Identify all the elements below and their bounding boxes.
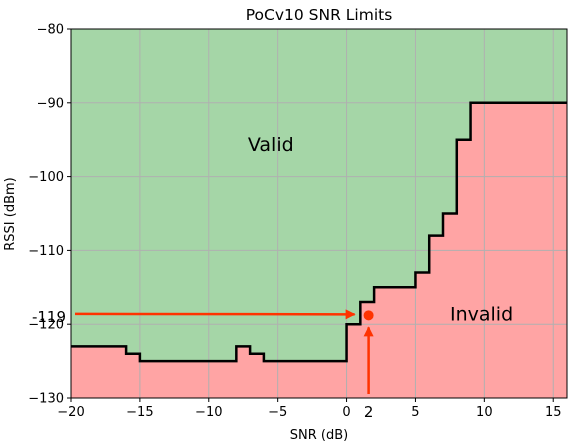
x-tick-label-4: 0 — [342, 405, 350, 420]
y-tick-label-2: −110 — [28, 244, 64, 259]
measurement-point — [363, 310, 374, 321]
boundary-step-line — [71, 101, 567, 363]
x-tick-label-3: −5 — [268, 405, 287, 420]
rssi-annotation-label: -119 — [32, 308, 66, 326]
x-axis-label: SNR (dB) — [290, 428, 348, 443]
y-tick-label-4: −90 — [37, 96, 64, 111]
x-tick-label-0: −20 — [57, 405, 84, 420]
chart-title: PoCv10 SNR Limits — [246, 6, 393, 24]
valid-region-label: Valid — [248, 134, 294, 156]
y-tick-label-1: −120 — [28, 318, 64, 333]
y-tick-label-5: −80 — [37, 23, 64, 38]
valid-region — [71, 29, 567, 362]
axes-frame — [70, 28, 568, 399]
plot-area — [71, 29, 567, 398]
invalid-region-label: Invalid — [450, 304, 513, 326]
x-tick-label-7: 15 — [545, 405, 562, 420]
x-tick-label-2: −10 — [195, 405, 222, 420]
y-axis-label: RSSI (dBm) — [3, 177, 18, 250]
y-axis-ticks: −130 −120 −110 −100 −90 −80 — [28, 23, 71, 407]
y-tick-label-3: −100 — [28, 170, 64, 185]
snr-annotation-label: 2 — [364, 403, 374, 421]
x-axis-ticks: −20 −15 −10 −5 0 5 10 15 — [57, 398, 561, 420]
x-tick-label-6: 10 — [476, 405, 493, 420]
x-tick-label-5: 5 — [411, 405, 419, 420]
y-tick-label-0: −130 — [28, 392, 64, 407]
x-tick-label-1: −15 — [126, 405, 153, 420]
